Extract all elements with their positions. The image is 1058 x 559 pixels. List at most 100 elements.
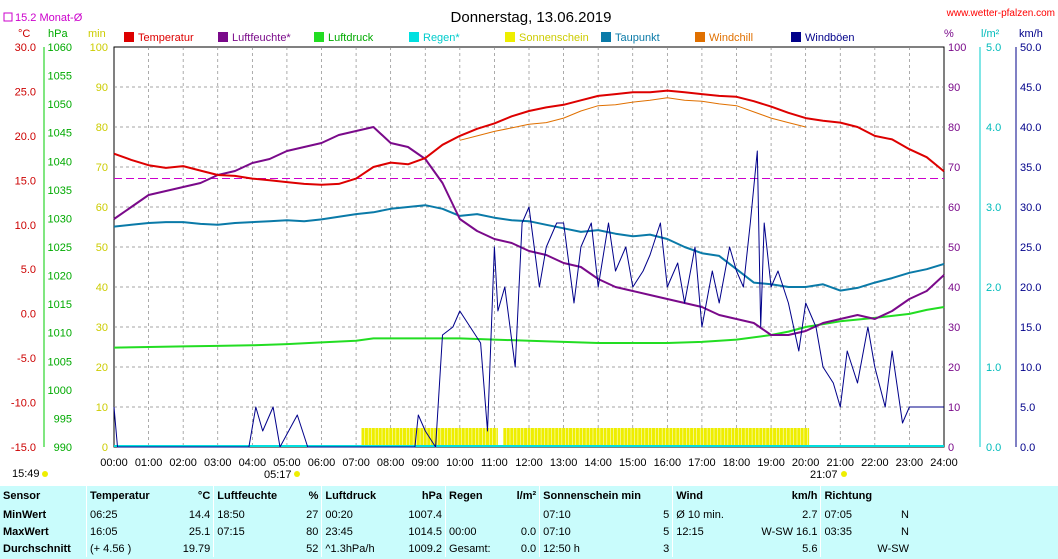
temp-axis-tick: 5.0 bbox=[21, 264, 36, 276]
sunshine-bars bbox=[114, 428, 944, 447]
unit-humidity: % bbox=[944, 28, 954, 40]
hdr-sensor: Sensor bbox=[3, 490, 41, 502]
monthly-avg-icon bbox=[3, 12, 13, 22]
pressure-axis-tick: 1035 bbox=[48, 185, 72, 197]
stats-row-label: Durchschnitt bbox=[3, 542, 71, 555]
x-tick-label: 00:00 bbox=[100, 457, 128, 469]
minutes-axis-tick: 90 bbox=[96, 82, 108, 94]
wind-axis-tick: 20.0 bbox=[1020, 282, 1041, 294]
stats-cell: 06:25 bbox=[85, 506, 171, 523]
pressure-axis-tick: 1025 bbox=[48, 242, 72, 254]
humidity-axis-tick: 0 bbox=[948, 442, 954, 454]
humidity-axis-tick: 30 bbox=[948, 322, 960, 334]
series-lines bbox=[113, 89, 945, 448]
humidity-axis-tick: 80 bbox=[948, 122, 960, 134]
legend-swatch bbox=[505, 32, 515, 42]
hdr-rain-unit: l/m² bbox=[516, 490, 537, 502]
x-tick-label: 11:00 bbox=[481, 457, 508, 469]
stats-cell: ^1.3hPa/h bbox=[321, 540, 395, 557]
x-tick-label: 07:00 bbox=[342, 457, 370, 469]
humidity-axis-tick: 100 bbox=[948, 42, 966, 54]
unit-wind: km/h bbox=[1019, 28, 1043, 40]
humidity-axis-tick: 50 bbox=[948, 242, 960, 254]
stats-cell bbox=[445, 506, 507, 523]
x-tick-label: 22:00 bbox=[861, 457, 889, 469]
site-link-text[interactable]: www.wetter-pfalzen.com bbox=[946, 8, 1055, 19]
hdr-humidity: Luftfeuchte bbox=[213, 486, 299, 506]
legend-label: Windchill bbox=[709, 32, 753, 44]
rain-axis-tick: 4.0 bbox=[986, 122, 1001, 134]
stats-filler bbox=[912, 523, 1058, 540]
stats-cell: 07:15 bbox=[213, 523, 299, 540]
stats-cell: W-SW bbox=[877, 542, 909, 555]
pressure-axis-tick: 1040 bbox=[48, 156, 72, 168]
stats-cell: 3 bbox=[663, 542, 670, 555]
x-tick-label: 20:00 bbox=[792, 457, 820, 469]
stats-cell: 5 bbox=[663, 525, 670, 538]
stats-row: MinWert 06:25 14.4 18:50 27 00:20 1007.4 07:10 5… bbox=[0, 506, 1058, 523]
wind-axis-tick: 10.0 bbox=[1020, 362, 1041, 374]
x-tick-label: 04:00 bbox=[239, 457, 267, 469]
wind-axis-tick: 25.0 bbox=[1020, 242, 1041, 254]
x-tick-label: 13:00 bbox=[550, 457, 578, 469]
legend-label: Sonnenschein bbox=[519, 32, 589, 44]
temp-axis-tick: 20.0 bbox=[15, 131, 36, 143]
pressure-axis-tick: 1030 bbox=[48, 213, 72, 225]
stats-header-row: Sensor Temperatur °C Luftfeuchte % Luftd… bbox=[0, 486, 1058, 506]
x-tick-label: 08:00 bbox=[377, 457, 405, 469]
hdr-wind-unit: km/h bbox=[791, 490, 818, 502]
stats-cell: 5.6 bbox=[802, 542, 818, 555]
stats-cell: Ø 10 min. bbox=[672, 506, 742, 523]
x-tick-label: 19:00 bbox=[757, 457, 785, 469]
legend-label: Regen* bbox=[423, 32, 460, 44]
stats-cell: N bbox=[901, 508, 909, 521]
temp-axis-tick: 0.0 bbox=[21, 309, 36, 321]
sun-icon-left bbox=[42, 471, 48, 477]
legend-swatch bbox=[695, 32, 705, 42]
x-tick-label: 15:00 bbox=[619, 457, 647, 469]
wind-axis-tick: 15.0 bbox=[1020, 322, 1041, 334]
axes: 30.0 25.0 20.0 15.0 10.0 5.0 0.0 -5.0 -10.0 -15.0… bbox=[11, 42, 1042, 469]
series-line-luftdruck bbox=[113, 306, 945, 349]
stats-body: MinWert 06:25 14.4 18:50 27 00:20 1007.4 07:10 5… bbox=[0, 506, 1058, 557]
stats-cell: 5 bbox=[663, 508, 670, 521]
stats-cell bbox=[820, 540, 865, 557]
x-tick-label: 12:00 bbox=[515, 457, 543, 469]
stats-cell: 27 bbox=[306, 508, 319, 521]
stats-cell: Gesamt: bbox=[445, 540, 507, 557]
wind-axis-tick: 35.0 bbox=[1020, 162, 1041, 174]
hdr-direction: Richtung bbox=[820, 486, 912, 506]
pressure-axis-tick: 1055 bbox=[48, 71, 72, 83]
temp-axis-tick: 25.0 bbox=[15, 86, 36, 98]
stats-cell: 0.0 bbox=[520, 542, 537, 555]
sunset-icon bbox=[841, 471, 847, 477]
stats-cell: 14.4 bbox=[188, 508, 211, 521]
weather-chart: 30.0 25.0 20.0 15.0 10.0 5.0 0.0 -5.0 -10.0 -15.0… bbox=[3, 8, 1055, 481]
legend-swatch bbox=[409, 32, 419, 42]
monthly-avg-label: 15.2 Monat-Ø bbox=[15, 12, 83, 24]
stats-cell: 0.0 bbox=[520, 525, 537, 538]
x-tick-label: 23:00 bbox=[896, 457, 924, 469]
stats-cell: 2.7 bbox=[802, 508, 818, 521]
minutes-axis-tick: 100 bbox=[90, 42, 108, 54]
hdr-temp-unit: °C bbox=[197, 490, 211, 502]
humidity-axis-tick: 20 bbox=[948, 362, 960, 374]
rain-axis-tick: 1.0 bbox=[986, 362, 1001, 374]
stats-filler bbox=[912, 506, 1058, 523]
site-link[interactable]: www.wetter-pfalzen.com bbox=[946, 8, 1055, 19]
minutes-axis-tick: 60 bbox=[96, 202, 108, 214]
x-tick-label: 05:00 bbox=[273, 457, 301, 469]
series-line-taupunkt bbox=[113, 204, 945, 292]
stats-row: MaxWert 16:05 25.1 07:15 80 23:45 1014.5 00:00 0… bbox=[0, 523, 1058, 540]
x-tick-label: 18:00 bbox=[723, 457, 751, 469]
minutes-axis-tick: 10 bbox=[96, 402, 108, 414]
stats-row-label: MaxWert bbox=[3, 525, 49, 538]
stats-cell: 1007.4 bbox=[408, 508, 443, 521]
minutes-axis-tick: 70 bbox=[96, 162, 108, 174]
x-tick-label: 03:00 bbox=[204, 457, 232, 469]
temp-axis-tick: 15.0 bbox=[15, 175, 36, 187]
hdr-wind: Wind bbox=[672, 486, 742, 506]
pressure-axis-tick: 1020 bbox=[48, 271, 72, 283]
sunrise-icon bbox=[294, 471, 300, 477]
pressure-axis-tick: 1005 bbox=[48, 356, 72, 368]
